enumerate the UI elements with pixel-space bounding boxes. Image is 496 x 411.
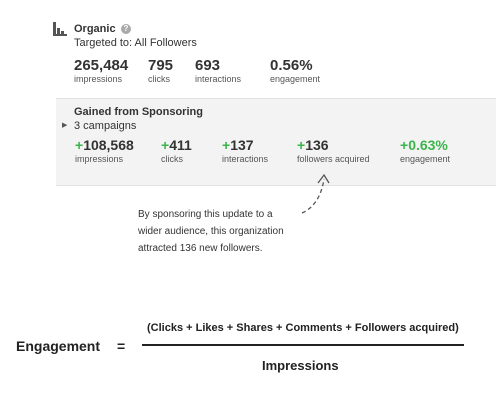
campaigns-link[interactable]: 3 campaigns	[74, 120, 137, 132]
organic-title: Organic	[74, 23, 116, 35]
formula-denominator: Impressions	[262, 358, 339, 373]
plus-sign: +	[297, 137, 306, 153]
stat-value: 108,568	[83, 137, 134, 153]
dashed-arrow-icon	[301, 173, 330, 214]
annotation-line: attracted 136 new followers.	[138, 243, 263, 254]
fraction-line	[142, 344, 464, 346]
sponsored-panel	[56, 98, 496, 186]
stat-label: clicks	[148, 74, 170, 84]
stat-value: 137	[230, 137, 254, 153]
bar-chart-icon	[53, 22, 67, 36]
stat-label: engagement	[270, 74, 321, 84]
stat-value: 411	[169, 137, 192, 153]
sponsored-stat-engagement: +0.63% engagement	[400, 137, 450, 165]
sponsored-title: Gained from Sponsoring	[74, 106, 203, 118]
stat-value: 0.63%	[408, 137, 448, 153]
sponsored-stat-clicks: +411 clicks	[161, 137, 192, 165]
stat-label: engagement	[400, 154, 451, 164]
formula-equals: =	[117, 338, 126, 354]
annotation-text: By sponsoring this update to a wider aud…	[138, 206, 308, 257]
stat-value: 795	[148, 57, 174, 74]
formula-numerator: (Clicks + Likes + Shares + Comments + Fo…	[147, 322, 459, 334]
help-icon[interactable]: ?	[121, 24, 131, 34]
organic-stat-clicks: 795 clicks	[148, 57, 173, 85]
stat-label: interactions	[222, 154, 269, 164]
organic-stat-engagement: 0.56% engagement	[270, 57, 320, 85]
organic-stat-impressions: 265,484 impressions	[74, 57, 128, 85]
plus-sign: +	[222, 137, 231, 153]
annotation-line: wider audience, this organization	[138, 226, 284, 237]
stat-value: 265,484	[74, 57, 129, 74]
stat-label: interactions	[195, 74, 242, 84]
annotation-line: By sponsoring this update to a	[138, 209, 273, 220]
plus-sign: +	[161, 137, 170, 153]
stat-value: 0.56%	[270, 57, 313, 74]
stat-label: impressions	[75, 154, 124, 164]
plus-sign: +	[400, 137, 409, 153]
stat-label: followers acquired	[297, 154, 370, 164]
stat-value: 136	[305, 137, 329, 153]
plus-sign: +	[75, 137, 84, 153]
targeted-text: Targeted to: All Followers	[74, 37, 197, 49]
organic-stat-interactions: 693 interactions	[195, 57, 241, 85]
stat-label: impressions	[74, 74, 123, 84]
sponsored-stat-impressions: +108,568 impressions	[75, 137, 134, 165]
stat-label: clicks	[161, 154, 183, 164]
sponsored-stat-interactions: +137 interactions	[222, 137, 268, 165]
caret-right-icon[interactable]: ▶	[62, 122, 68, 129]
sponsored-stat-followers: +136 followers acquired	[297, 137, 370, 165]
stat-value: 693	[195, 57, 221, 74]
formula-label: Engagement	[16, 338, 101, 354]
